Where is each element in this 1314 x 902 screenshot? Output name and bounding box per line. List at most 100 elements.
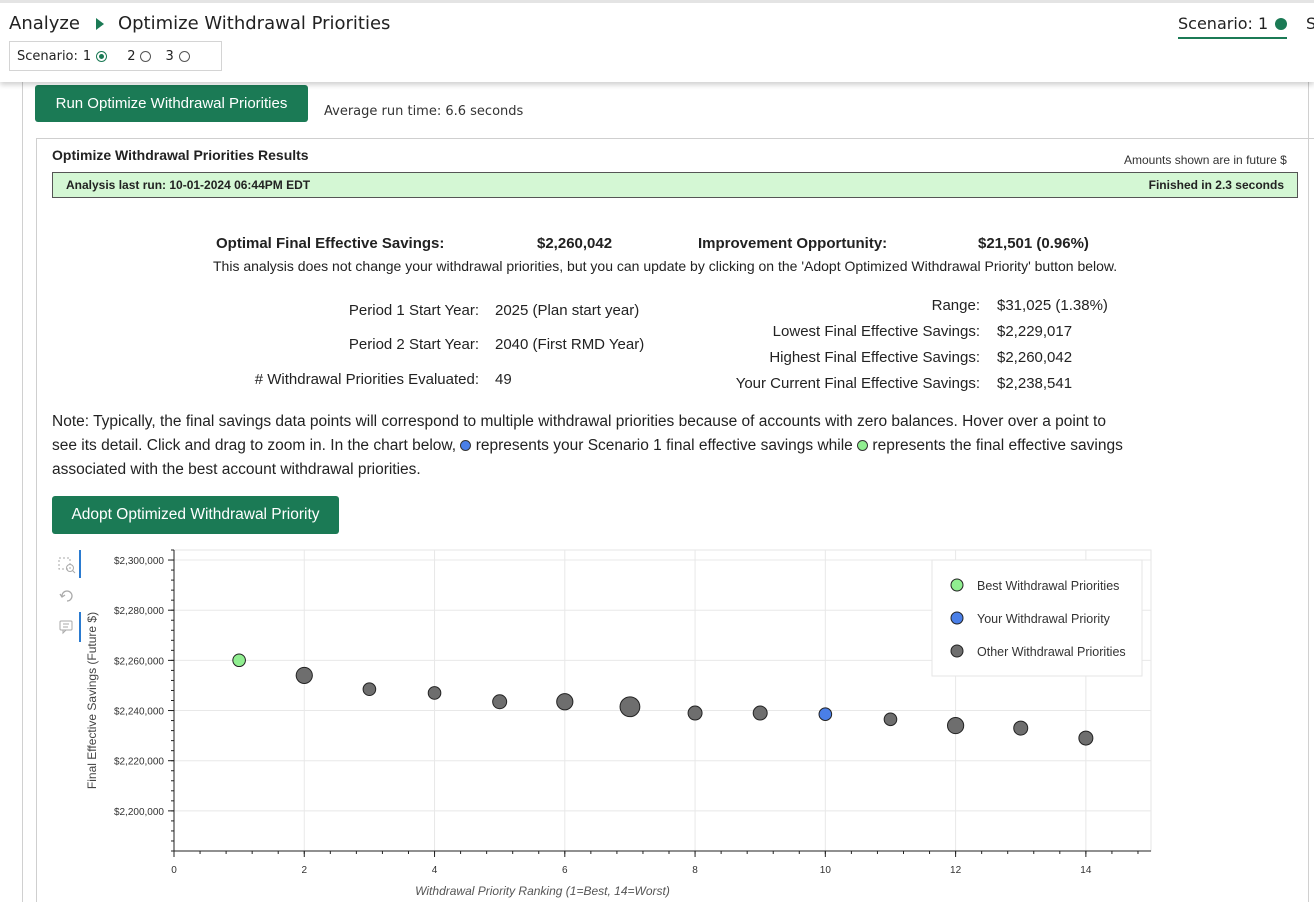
y-tick-label: $2,280,000	[114, 606, 164, 617]
y-tick-label: $2,300,000	[114, 556, 164, 567]
results-panel	[36, 138, 1314, 902]
green-dot-icon	[857, 440, 869, 451]
legend-box	[931, 559, 1143, 677]
period2-label: Period 2 Start Year:	[348, 336, 479, 353]
data-point-other[interactable]	[619, 696, 641, 718]
legend-label-best: Best Withdrawal Priorities	[977, 579, 1119, 593]
status-dot-icon	[1275, 17, 1288, 30]
reset-icon[interactable]	[59, 590, 73, 602]
radio-icon[interactable]	[140, 50, 152, 62]
top-bar: Analyze Optimize Withdrawal Priorities S…	[0, 0, 1314, 82]
chart-svg[interactable]: 0 2 4 6 8 10 12 14 $2,200,000 $2,220,000 $2,240,00…	[52, 540, 1162, 902]
improvement-label: Improvement Opportunity:	[698, 235, 888, 252]
legend-swatch-best	[950, 578, 964, 592]
y-tick-label: $2,220,000	[114, 757, 164, 768]
x-tick-label: 10	[820, 865, 832, 876]
info-note: This analysis does not change your withd…	[213, 258, 1118, 274]
scenario-option-3[interactable]: 3	[165, 48, 190, 64]
data-point-other[interactable]	[752, 705, 768, 721]
x-tick-label: 6	[562, 865, 568, 876]
data-point-other[interactable]	[556, 693, 574, 711]
data-point-other[interactable]	[1013, 720, 1029, 736]
highest-label: Highest Final Effective Savings:	[769, 349, 980, 366]
legend-label-yours: Your Withdrawal Priority	[977, 612, 1111, 626]
x-tick-label: 4	[432, 865, 438, 876]
hover-tooltip-icon[interactable]	[59, 620, 73, 635]
x-tick-label: 8	[692, 865, 698, 876]
average-run-time: Average run time: 6.6 seconds	[324, 104, 524, 119]
radio-icon[interactable]	[178, 50, 190, 62]
scenario-tab-next[interactable]: S	[1306, 14, 1314, 33]
finished-text: Finished in 2.3 seconds	[1148, 178, 1284, 192]
scenario-tab-label: Scenario: 1	[1178, 14, 1269, 33]
scenario-tab-active[interactable]: Scenario: 1	[1178, 14, 1288, 39]
x-tick-label: 2	[301, 865, 307, 876]
data-point-best[interactable]	[232, 653, 246, 668]
data-point-other[interactable]	[295, 666, 313, 685]
data-point-other[interactable]	[947, 716, 965, 735]
x-tick-label: 0	[171, 865, 177, 876]
scenario-option-2-label: 2	[127, 48, 136, 64]
y-tick-label: $2,200,000	[114, 807, 164, 818]
box-zoom-icon[interactable]	[58, 557, 76, 574]
x-tick-label: 14	[1080, 865, 1092, 876]
results-title: Optimize Withdrawal Priorities Results	[52, 147, 309, 163]
adopt-optimized-button[interactable]: Adopt Optimized Withdrawal Priority	[52, 496, 339, 534]
breadcrumb-arrow-icon	[95, 17, 104, 30]
left-divider	[22, 82, 23, 902]
highest-value: $2,260,042	[997, 349, 1073, 366]
current-label: Your Current Final Effective Savings:	[735, 375, 980, 392]
data-point-other[interactable]	[883, 712, 898, 727]
lowest-value: $2,229,017	[997, 323, 1073, 340]
scenario-option-2[interactable]: 2	[127, 48, 152, 64]
data-point-other[interactable]	[362, 682, 377, 697]
breadcrumb-analyze[interactable]: Analyze	[9, 13, 80, 34]
evaluated-value: 49	[495, 371, 512, 388]
scenario-label: Scenario:	[17, 48, 78, 64]
y-tick-label: $2,260,000	[114, 656, 164, 667]
y-tick-label: $2,240,000	[114, 707, 164, 718]
status-bar: Analysis last run: 10-01-2024 06:44PM ED…	[52, 172, 1298, 198]
last-run-text: Analysis last run: 10-01-2024 06:44PM ED…	[66, 178, 311, 192]
right-divider	[1308, 82, 1309, 902]
radio-selected-icon[interactable]	[96, 50, 108, 62]
x-axis-label: Withdrawal Priority Ranking (1=Best, 14=…	[415, 884, 670, 898]
data-point-other[interactable]	[492, 694, 508, 710]
amounts-note: Amounts shown are in future $	[1124, 153, 1287, 167]
data-point-other[interactable]	[427, 686, 442, 700]
chart-note-part-a: Note: Typically, the final savings data …	[52, 413, 1106, 454]
toolbar-active-bar-2	[79, 612, 81, 642]
legend-label-other: Other Withdrawal Priorities	[977, 645, 1126, 659]
legend-swatch-other	[950, 644, 964, 658]
data-point-yours[interactable]	[818, 707, 833, 721]
data-point-other[interactable]	[687, 705, 703, 721]
toolbar-active-bar	[79, 550, 81, 578]
lowest-label: Lowest Final Effective Savings:	[772, 323, 980, 340]
period1-value: 2025 (Plan start year)	[495, 302, 640, 319]
range-label: Range:	[931, 297, 980, 314]
scenario-option-3-label: 3	[165, 48, 174, 64]
range-value: $31,025 (1.38%)	[997, 297, 1108, 314]
scenario-selector: Scenario: 1 2 3	[9, 41, 222, 71]
improvement-value: $21,501 (0.96%)	[978, 235, 1089, 252]
chart-points[interactable]	[232, 653, 1094, 746]
period1-label: Period 1 Start Year:	[348, 302, 479, 319]
page-title: Optimize Withdrawal Priorities	[117, 13, 391, 34]
evaluated-label: # Withdrawal Priorities Evaluated:	[254, 371, 479, 388]
scatter-chart[interactable]: 0 2 4 6 8 10 12 14 $2,200,000 $2,220,000 $2,240,00…	[52, 540, 1162, 902]
chart-toolbar	[58, 550, 81, 642]
breadcrumb: Analyze Optimize Withdrawal Priorities	[9, 13, 390, 34]
current-value: $2,238,541	[997, 375, 1073, 392]
data-point-other[interactable]	[1078, 730, 1094, 746]
y-axis-label: Final Effective Savings (Future $)	[85, 612, 99, 789]
optimal-value: $2,260,042	[537, 235, 613, 252]
x-tick-label: 12	[950, 865, 962, 876]
blue-dot-icon	[460, 440, 472, 451]
period2-value: 2040 (First RMD Year)	[495, 336, 645, 353]
chart-axes: 0 2 4 6 8 10 12 14 $2,200,000 $2,220,000 $2,240,00…	[85, 549, 1151, 898]
scenario-option-1[interactable]: 1	[83, 49, 108, 64]
run-optimize-button[interactable]: Run Optimize Withdrawal Priorities	[35, 85, 308, 122]
chart-note-part-b: represents your Scenario 1 final effecti…	[475, 437, 853, 454]
optimal-label: Optimal Final Effective Savings:	[216, 235, 445, 252]
legend-swatch-yours	[950, 611, 964, 625]
